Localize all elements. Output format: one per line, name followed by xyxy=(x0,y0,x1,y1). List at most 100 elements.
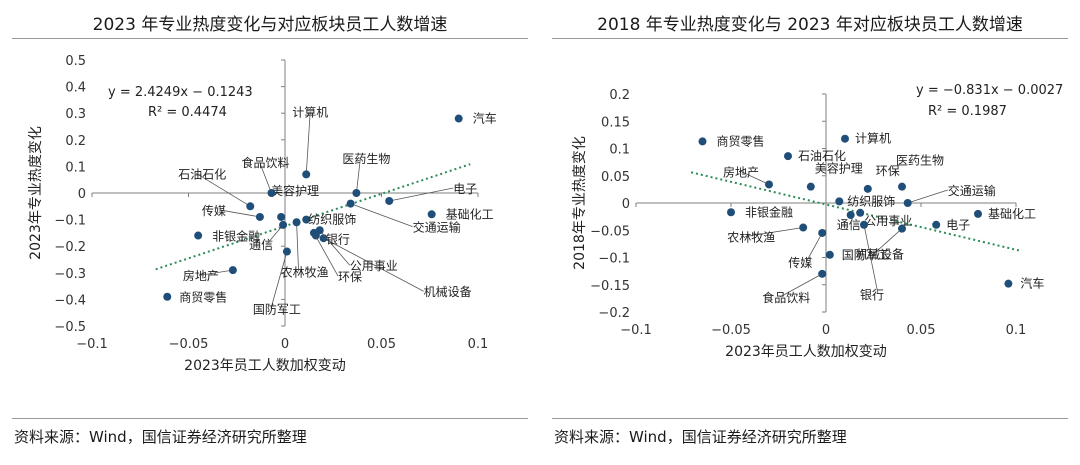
data-point xyxy=(903,199,912,207)
y-axis-title: 2023年专业热度变化 xyxy=(28,126,44,260)
data-point-label: 传媒 xyxy=(788,255,812,270)
y-tick-label: 0.3 xyxy=(65,107,86,122)
data-point-label: 环保 xyxy=(338,270,362,284)
data-point xyxy=(346,199,355,208)
data-point xyxy=(319,234,328,243)
data-point-label: 房地产 xyxy=(723,164,759,179)
data-point-label: 纺织服饰 xyxy=(847,194,895,208)
label-leader-line xyxy=(200,269,233,276)
data-point xyxy=(932,220,941,229)
data-point xyxy=(279,220,288,229)
y-axis-title: 2018年专业热度变化 xyxy=(572,136,588,270)
y-tick-label: −0.15 xyxy=(590,279,630,294)
label-leader-line xyxy=(356,157,361,194)
data-point-label: 石油石化 xyxy=(798,149,846,163)
y-tick-label: 0.1 xyxy=(65,160,86,175)
data-point xyxy=(302,215,311,224)
label-leader-line xyxy=(259,161,272,194)
label-leader-line xyxy=(389,187,454,202)
x-tick-label: −0.05 xyxy=(169,337,209,352)
data-point xyxy=(727,208,735,217)
data-point-label: 汽车 xyxy=(473,111,497,126)
data-point xyxy=(385,196,394,205)
label-leader-line xyxy=(740,171,770,185)
data-point xyxy=(246,202,255,211)
data-point xyxy=(898,224,906,233)
x-tick-label: −0.05 xyxy=(711,323,751,338)
label-leader-line xyxy=(907,189,948,204)
y-tick-label: −0.2 xyxy=(598,306,630,321)
label-leader-line xyxy=(270,251,288,309)
data-point xyxy=(255,212,264,221)
y-tick-label: 0 xyxy=(622,197,630,212)
label-leader-line xyxy=(863,224,879,294)
label-leader-line xyxy=(313,232,339,277)
data-point xyxy=(194,231,203,240)
trend-equation: y = −0.831x − 0.0027 xyxy=(916,83,1063,98)
data-point-label: 通信 xyxy=(837,218,861,232)
data-point xyxy=(856,208,865,217)
y-tick-label: −0.1 xyxy=(54,214,86,229)
data-point xyxy=(818,228,827,237)
title-divider xyxy=(12,38,528,39)
data-point-label: 银行 xyxy=(860,288,884,302)
y-tick-label: −0.4 xyxy=(54,293,86,308)
r-squared: R² = 0.1987 xyxy=(928,104,1007,119)
y-tick-label: −0.5 xyxy=(54,320,86,335)
y-tick-label: 0.05 xyxy=(601,170,630,185)
data-point-label: 食品饮料 xyxy=(241,155,289,170)
data-point xyxy=(352,189,361,197)
data-point-label: 非银金融 xyxy=(745,204,793,219)
data-point-label: 农林牧渔 xyxy=(281,265,329,279)
data-point-label: 银行 xyxy=(326,233,350,247)
trendline xyxy=(690,171,1021,252)
data-point-label: 基础化工 xyxy=(988,207,1036,221)
data-point-label: 国防军工 xyxy=(253,302,301,317)
scatter-chart-2023: −0.5 −0.4 −0.3 −0.2 −0.1 0 0.1 0.2 0.3 0.4 0.5 −0.1… xyxy=(28,54,497,374)
data-point-label: 公用事业 xyxy=(864,214,912,228)
title-divider xyxy=(552,38,1068,39)
data-point-label: 环保 xyxy=(876,164,900,178)
label-leader-line xyxy=(745,227,804,237)
chart-title: 2023 年专业热度变化与对应板块员工人数增速 xyxy=(92,15,448,35)
data-point-label: 食品饮料 xyxy=(762,290,810,305)
data-point-label: 计算机 xyxy=(292,104,328,119)
y-tick-label: −0.05 xyxy=(590,224,630,239)
data-point-label: 国防军工 xyxy=(842,247,890,262)
y-tick-label: 0.4 xyxy=(65,81,86,96)
scatter-chart-2018: −0.2 −0.15 −0.1 −0.05 0 0.05 0.1 0.15 0.2 −0.1 −0.… xyxy=(572,83,1063,360)
data-point xyxy=(427,210,436,219)
data-point xyxy=(825,250,834,259)
data-point-label: 医药生物 xyxy=(896,154,944,168)
y-tick-label: 0.2 xyxy=(65,134,86,149)
data-point xyxy=(282,247,291,256)
data-point-label: 通信 xyxy=(249,238,273,252)
data-point-label: 石油石化 xyxy=(178,167,226,181)
data-point-label: 纺织服饰 xyxy=(308,213,356,227)
y-tick-label: −0.2 xyxy=(54,240,86,255)
data-point xyxy=(309,228,318,237)
source-divider xyxy=(12,418,528,419)
chart-title: 2018 年专业热度变化与 2023 年对应板块员工人数增速 xyxy=(597,15,1023,35)
data-point xyxy=(818,269,827,278)
data-point-label: 机械设备 xyxy=(856,247,904,262)
data-point xyxy=(765,180,773,189)
data-point-label: 电子 xyxy=(946,218,970,232)
data-point-label: 基础化工 xyxy=(446,207,494,221)
data-point xyxy=(292,218,301,227)
x-tick-label: 0.05 xyxy=(367,337,396,352)
data-point-label: 医药生物 xyxy=(342,152,390,166)
x-tick-label: 0.1 xyxy=(468,337,489,352)
data-point xyxy=(454,114,463,123)
label-leader-line xyxy=(266,224,284,245)
x-axis-title: 2023年员工人数加权变动 xyxy=(725,344,887,360)
y-tick-label: 0.2 xyxy=(609,88,630,103)
data-point xyxy=(228,266,237,275)
data-point-label: 公用事业 xyxy=(350,259,398,273)
data-point xyxy=(835,197,844,206)
data-point-label: 传媒 xyxy=(202,203,226,218)
data-point xyxy=(163,292,172,301)
y-tick-label: 0.1 xyxy=(609,143,630,158)
label-leader-line xyxy=(805,232,823,263)
data-point xyxy=(846,210,855,219)
